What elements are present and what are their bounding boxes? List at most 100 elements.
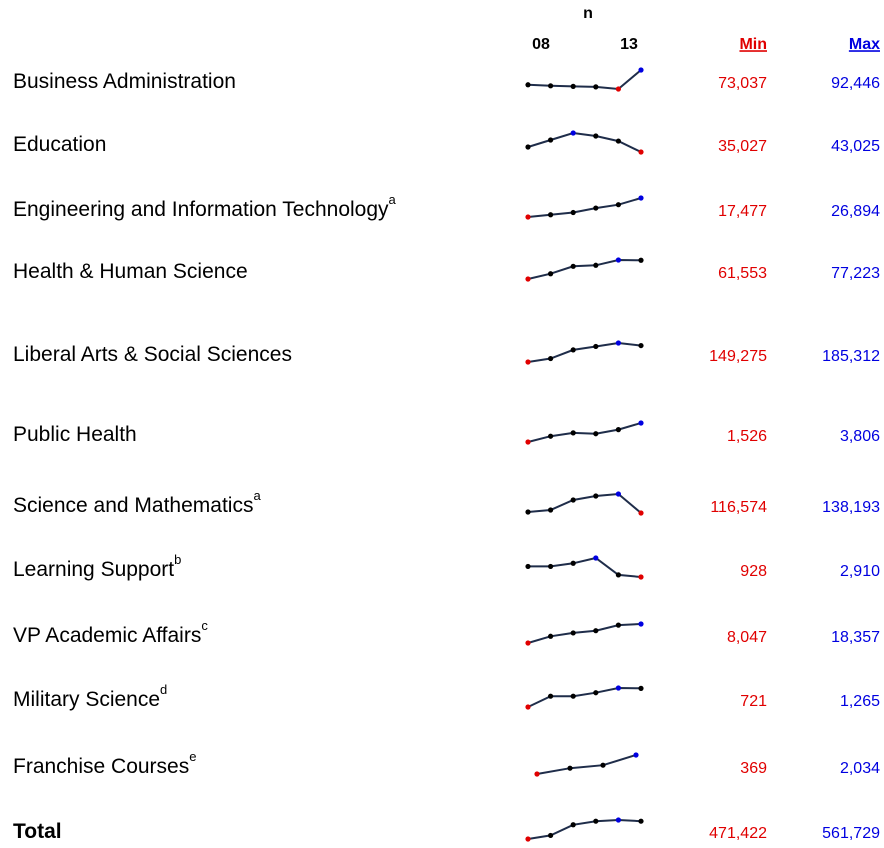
row-label-text: Engineering and Information Technology — [13, 198, 389, 221]
max-value: 2,034 — [840, 760, 880, 777]
sparkline-point — [548, 563, 554, 570]
sparkline-point — [638, 818, 644, 824]
max-value: 138,193 — [822, 499, 880, 516]
header-end: 13 — [620, 36, 638, 53]
row-label: Liberal Arts & Social Sciences — [13, 343, 292, 366]
sparkline-point — [525, 144, 531, 150]
row-label: Engineering and Information Technologya — [13, 192, 397, 220]
max-value: 185,312 — [822, 348, 880, 365]
sparkline-point — [593, 343, 599, 350]
sparkline-point — [570, 560, 576, 566]
sparkline — [528, 556, 642, 578]
sparkline-point — [615, 138, 622, 144]
sparkline-point — [633, 752, 639, 758]
row-label-text: VP Academic Affairs — [13, 624, 201, 647]
sparkline-point — [570, 630, 576, 636]
sparkline-point — [570, 497, 576, 503]
sparkline-point — [615, 491, 622, 497]
row-label-text: Health & Human Science — [13, 260, 248, 283]
sparkline-point — [615, 202, 622, 208]
sparkline — [536, 754, 637, 775]
min-value: 928 — [740, 563, 767, 580]
sparkline-point — [570, 822, 576, 828]
max-value: 3,806 — [840, 428, 880, 445]
sparkline-point — [570, 430, 576, 436]
sparkline-point — [593, 628, 599, 634]
max-value: 43,025 — [831, 138, 880, 155]
min-value: 116,574 — [710, 499, 767, 516]
sparkline — [527, 131, 642, 153]
sparkline-point — [525, 214, 531, 220]
sparkline-point — [593, 205, 599, 211]
sparkline-point — [638, 342, 644, 349]
sparkline-point — [567, 765, 573, 771]
sparkline-point — [638, 67, 644, 73]
sparkline-point — [570, 209, 576, 216]
sparkline-point — [570, 693, 576, 699]
header-max: Max — [849, 36, 880, 53]
sparkline — [527, 623, 642, 644]
header-start: 08 — [532, 36, 550, 53]
row-label: Learning Supportb — [13, 552, 181, 580]
sparkline — [527, 686, 642, 708]
row-footnote: d — [160, 682, 167, 697]
sparkline-point — [548, 355, 554, 362]
header-min: Min — [739, 36, 767, 53]
sparkline-point — [570, 263, 576, 269]
min-value: 149,275 — [709, 348, 767, 365]
sparkline-point — [638, 195, 644, 201]
sparkline — [527, 69, 642, 91]
sparkline — [527, 341, 642, 363]
sparkline-point — [638, 420, 644, 426]
max-value: 26,894 — [831, 203, 880, 220]
min-value: 1,526 — [727, 428, 767, 445]
row-label-text: Learning Support — [13, 558, 174, 581]
sparkline-point — [615, 257, 622, 263]
sparkline-point — [593, 133, 599, 139]
sparkline-point — [615, 685, 622, 691]
sparkline-point — [593, 555, 599, 561]
row-footnote: a — [253, 488, 261, 503]
max-value: 92,446 — [831, 75, 880, 92]
row-label: Total — [13, 820, 62, 843]
row-label: Franchise Coursese — [13, 749, 196, 777]
sparkline-point — [525, 439, 531, 445]
sparkline-point — [525, 640, 531, 646]
sparkline-point — [615, 817, 622, 823]
sparkline — [527, 492, 642, 514]
min-value: 8,047 — [727, 629, 767, 646]
sparkline-point — [638, 257, 644, 263]
sparkline-point — [615, 572, 622, 578]
max-value: 18,357 — [831, 629, 880, 646]
row-footnote: c — [201, 618, 208, 633]
row-footnote: b — [174, 552, 181, 567]
row-label-text: Business Administration — [13, 70, 236, 93]
sparkline-point — [570, 130, 576, 136]
sparkline-point — [593, 690, 599, 696]
sparkline-point — [593, 262, 599, 268]
min-value: 17,477 — [718, 203, 767, 220]
sparkline-point — [525, 359, 531, 365]
sparkline-point — [593, 431, 599, 437]
sparkline-point — [525, 563, 531, 570]
sparkline-point — [615, 622, 622, 628]
min-value: 73,037 — [718, 75, 767, 92]
header-n: n — [583, 5, 593, 22]
sparkline-point — [638, 621, 644, 627]
min-value: 721 — [740, 693, 767, 710]
row-label: Public Health — [13, 423, 137, 446]
row-label: VP Academic Affairsc — [13, 618, 208, 646]
min-value: 61,553 — [718, 265, 767, 282]
sparkline-point — [593, 493, 599, 499]
sparkline-point — [570, 347, 576, 353]
sparkline-point — [534, 771, 540, 777]
sparkline-point — [638, 149, 644, 155]
row-label: Education — [13, 133, 106, 156]
sparkline-point — [593, 84, 599, 90]
sparkline-point — [548, 271, 554, 277]
sparkline-point — [638, 685, 644, 691]
sparkline-point — [615, 427, 622, 433]
sparkline-point — [548, 83, 554, 89]
max-value: 2,910 — [840, 563, 880, 580]
sparkline-point — [548, 507, 554, 513]
